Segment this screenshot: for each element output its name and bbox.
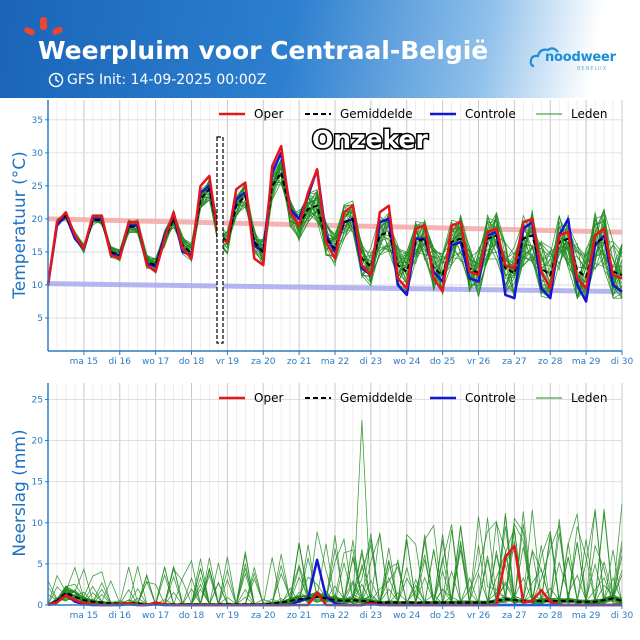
legend-oper: Oper [254,391,283,405]
legend-controle: Controle [465,107,516,121]
x-tick-label: vr 19 [216,357,240,367]
y-tick-label: 20 [32,437,44,447]
x-tick-label: za 20 [251,611,276,621]
x-tick-label: wo 17 [142,357,169,367]
precipitation-chart: 0 5 10 15 20 25 ma 15 di 16 wo 17 do 18 vr 19 za 20… [10,383,634,621]
series-line-oper [46,144,623,293]
legend-oper: Oper [254,107,283,121]
x-tick-label: ma 29 [572,611,601,621]
x-tick-label: do 25 [430,611,456,621]
y-tick-label: 15 [32,248,43,258]
y-tick-label: 35 [32,116,43,126]
legend-gemiddelde: Gemiddelde [340,391,413,405]
brand-subtitle: BENELUX [577,66,608,72]
temperature-legend: Oper Gemiddelde Controle Leden [219,107,607,121]
y-tick-label: 5 [37,314,43,324]
legend-gemiddelde: Gemiddelde [340,107,413,121]
x-tick-label: za 20 [251,357,276,367]
x-tick-label: di 30 [611,611,634,621]
cloud-logo-icon [529,47,559,68]
sun-logo-icon [24,17,63,36]
uncertainty-marker [216,136,224,344]
x-tick-label: za 27 [502,357,527,367]
x-tick-label: do 18 [179,357,205,367]
climate-min-line [47,281,623,295]
x-tick-label: ma 22 [321,611,350,621]
x-tick-label: do 18 [179,611,205,621]
temperature-chart: 5 10 15 20 25 30 35 ma 15 di 16 wo 17 do 18 vr 19 za… [10,100,634,367]
y-tick-label: 25 [32,182,43,192]
brand-name: noodweer [545,50,616,65]
y-tick-label: 0 [37,601,43,611]
precipitation-ticks: 0 5 10 15 20 25 ma 15 di 16 wo 17 do 18 vr 19 za 20… [32,395,634,621]
y-tick-label: 25 [32,395,43,405]
temperature-ticks: 5 10 15 20 25 30 35 ma 15 di 16 wo 17 do 18 vr 19 za… [32,116,634,367]
x-tick-label: di 23 [360,357,383,367]
x-tick-label: vr 26 [467,611,491,621]
y-tick-label: 15 [32,478,43,488]
temperature-series [46,144,623,303]
x-tick-label: di 23 [360,611,383,621]
header-banner [0,0,640,98]
x-tick-label: do 25 [430,357,456,367]
y-tick-label: 5 [37,560,43,570]
uncertainty-annotation: Onzeker [312,125,428,154]
x-tick-label: wo 17 [142,611,169,621]
x-tick-label: za 27 [502,611,527,621]
clock-icon [48,72,64,88]
x-tick-label: di 30 [611,357,634,367]
x-tick-label: ma 15 [70,611,99,621]
x-tick-label: zo 21 [287,357,312,367]
legend-leden: Leden [571,107,607,121]
x-tick-label: ma 15 [70,357,99,367]
x-tick-label: vr 26 [467,357,491,367]
init-time-row: GFS Init: 14-09-2025 00:00Z [48,72,266,88]
y-tick-label: 10 [32,519,44,529]
legend-leden: Leden [571,391,607,405]
y-tick-label: 20 [32,215,44,225]
y-tick-label: 10 [32,281,44,291]
precipitation-y-axis-label: Neerslag (mm) [10,429,30,556]
precipitation-legend: Oper Gemiddelde Controle Leden [219,391,607,405]
x-tick-label: wo 24 [393,357,420,367]
init-time-label: GFS Init: 14-09-2025 00:00Z [67,72,267,88]
x-tick-label: ma 29 [572,357,601,367]
x-tick-label: zo 28 [538,357,563,367]
legend-controle: Controle [465,391,516,405]
page-title: Weerpluim voor Centraal-België [38,36,489,65]
x-tick-label: wo 24 [393,611,420,621]
x-tick-label: ma 22 [321,357,350,367]
y-tick-label: 30 [32,149,44,159]
x-tick-label: zo 28 [538,611,563,621]
x-tick-label: vr 19 [216,611,240,621]
temperature-y-axis-label: Temperatuur (°C) [10,151,30,299]
x-tick-label: di 16 [108,611,131,621]
x-tick-label: di 16 [108,357,131,367]
x-tick-label: zo 21 [287,611,312,621]
